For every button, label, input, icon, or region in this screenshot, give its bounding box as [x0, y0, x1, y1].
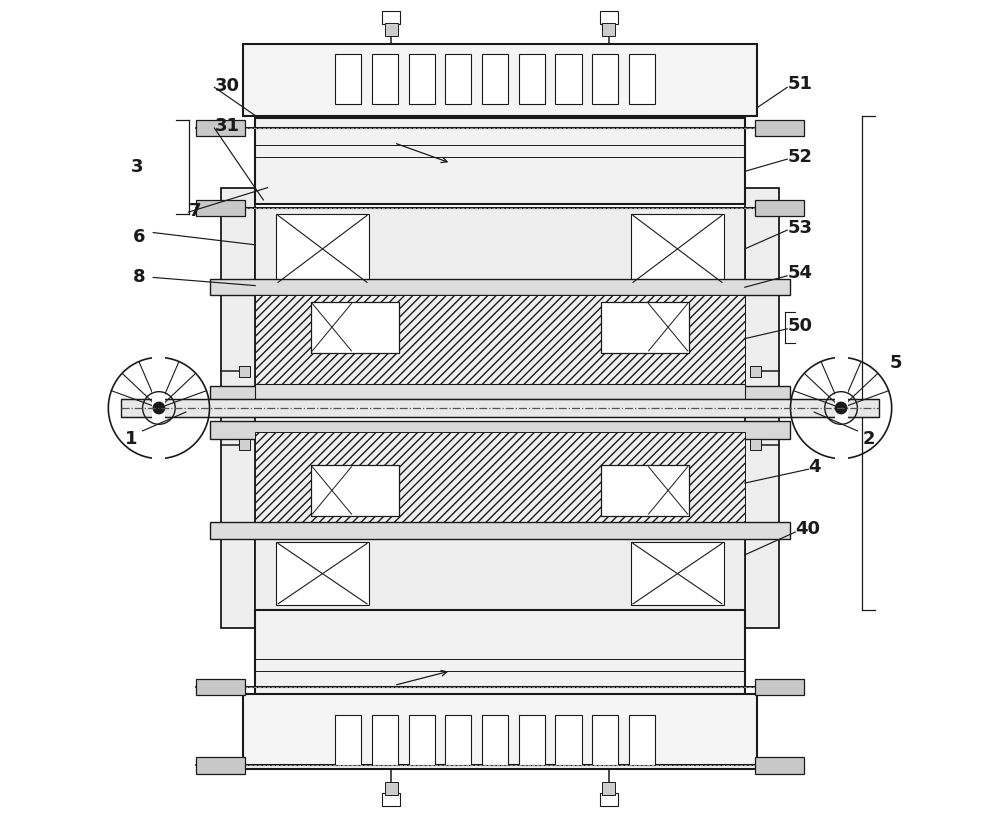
Bar — [601, 302, 689, 353]
Bar — [311, 465, 353, 516]
Bar — [221, 188, 255, 628]
Bar — [755, 679, 804, 695]
Bar — [210, 279, 790, 295]
Text: 4: 4 — [808, 458, 821, 476]
Bar — [255, 432, 745, 524]
Bar — [239, 439, 250, 450]
Bar — [647, 302, 689, 353]
Bar — [210, 522, 790, 539]
Bar — [555, 54, 582, 104]
Bar — [755, 120, 804, 136]
Bar — [835, 356, 848, 460]
Bar — [276, 542, 369, 605]
Bar — [385, 782, 398, 795]
Text: 3: 3 — [131, 157, 143, 176]
Text: 7: 7 — [188, 202, 201, 220]
Bar — [631, 542, 724, 605]
Bar — [631, 214, 724, 284]
Text: 1: 1 — [125, 430, 137, 448]
Bar — [255, 118, 745, 204]
Bar — [255, 384, 745, 399]
Bar — [196, 757, 245, 774]
Bar — [482, 715, 508, 765]
Bar — [409, 54, 435, 104]
Bar — [152, 356, 165, 460]
Bar — [196, 679, 245, 695]
Bar — [382, 11, 400, 24]
Bar — [755, 200, 804, 216]
Bar — [629, 715, 655, 765]
Bar — [755, 757, 804, 774]
Bar — [629, 54, 655, 104]
Bar — [311, 302, 399, 353]
Text: 30: 30 — [214, 77, 239, 95]
Bar — [602, 23, 615, 36]
Bar — [555, 715, 582, 765]
Bar — [210, 386, 790, 404]
Bar — [600, 11, 618, 24]
Text: 2: 2 — [863, 430, 875, 448]
Bar — [255, 295, 745, 386]
Bar — [196, 200, 245, 216]
Bar — [385, 23, 398, 36]
Bar — [519, 715, 545, 765]
Bar — [445, 54, 471, 104]
Bar — [243, 44, 757, 116]
Text: 40: 40 — [795, 520, 820, 538]
Bar — [600, 793, 618, 806]
Text: 51: 51 — [787, 75, 812, 93]
Bar — [382, 793, 400, 806]
Bar — [255, 610, 745, 695]
Text: 8: 8 — [133, 268, 146, 286]
Bar — [647, 465, 689, 516]
Bar — [745, 188, 779, 628]
Text: 5: 5 — [890, 354, 903, 372]
Circle shape — [835, 402, 847, 414]
Bar — [239, 366, 250, 377]
Bar — [276, 214, 369, 284]
Bar — [602, 782, 615, 795]
Bar — [335, 715, 361, 765]
Bar — [601, 465, 689, 516]
Bar — [409, 715, 435, 765]
Bar — [121, 399, 879, 417]
Bar — [255, 208, 745, 290]
Bar — [255, 537, 745, 610]
Bar — [243, 694, 757, 769]
Bar — [210, 421, 790, 439]
Bar — [592, 715, 618, 765]
Text: 54: 54 — [787, 264, 812, 282]
Bar — [482, 54, 508, 104]
Bar — [592, 54, 618, 104]
Text: 6: 6 — [133, 228, 146, 246]
Text: 31: 31 — [214, 118, 239, 135]
Circle shape — [153, 402, 165, 414]
Bar — [335, 54, 361, 104]
Bar — [750, 439, 761, 450]
Bar — [750, 366, 761, 377]
Bar — [519, 54, 545, 104]
Text: 53: 53 — [787, 220, 812, 237]
Bar — [372, 715, 398, 765]
Text: 52: 52 — [787, 148, 812, 166]
Bar — [196, 120, 245, 136]
Bar — [311, 302, 353, 353]
Bar — [311, 465, 399, 516]
Bar — [445, 715, 471, 765]
Text: 50: 50 — [787, 317, 812, 335]
Bar — [372, 54, 398, 104]
